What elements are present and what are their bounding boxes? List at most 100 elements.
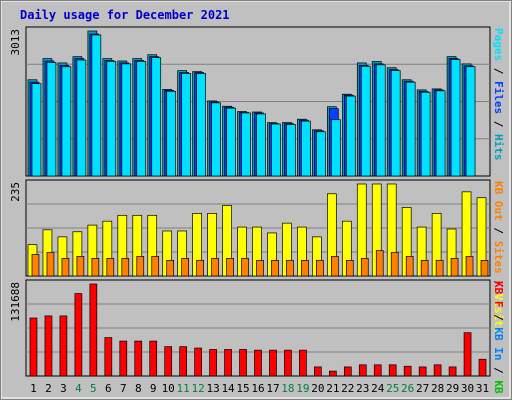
- bar-kbytes-day-23: [358, 364, 367, 377]
- bar-pages-day-2: [46, 62, 57, 177]
- bar-pages-day-3: [61, 66, 72, 177]
- bar-sites-day-13: [211, 258, 219, 277]
- legend-item-top-1: Pages: [492, 28, 505, 61]
- day-label-16: 16: [251, 382, 264, 395]
- bar-pages-day-19: [301, 120, 311, 177]
- bar-sites-day-24: [375, 250, 384, 277]
- legend-item-middle-4: /: [492, 274, 505, 294]
- bar-sites-day-28: [435, 259, 444, 277]
- bar-kbytes-day-2: [44, 315, 53, 377]
- bar-pages-day-9: [151, 57, 162, 177]
- max-label-middle: 235: [9, 182, 22, 202]
- day-label-20: 20: [311, 382, 324, 395]
- day-label-11: 11: [177, 382, 190, 395]
- bar-pages-day-21: [331, 119, 341, 177]
- legend-item-bottom-3: KB In: [492, 327, 505, 360]
- bar-sites-day-7: [121, 258, 130, 277]
- bar-sites-day-2: [46, 252, 55, 277]
- bar-pages-day-30: [465, 66, 476, 177]
- bar-pages-day-12: [196, 73, 206, 177]
- day-label-9: 9: [150, 382, 157, 395]
- legend-item-top-4: /: [492, 114, 505, 134]
- bar-kbytes-day-24: [373, 364, 382, 377]
- bar-sites-day-1: [31, 254, 40, 277]
- bar-sites-day-5: [91, 258, 100, 277]
- bar-pages-day-11: [181, 73, 191, 177]
- bar-kbytes-day-22: [343, 366, 352, 377]
- legend-item-bottom-1: KB F: [492, 281, 505, 308]
- bar-kbytes-day-9: [149, 340, 158, 377]
- bar-pages-day-16: [256, 113, 266, 177]
- legend-bottom: KB F / KB In / KB Out: [492, 281, 505, 400]
- max-label-top: 3013: [9, 29, 22, 56]
- day-label-19: 19: [296, 382, 309, 395]
- bar-sites-day-25: [390, 252, 399, 277]
- bar-kbytes-day-31: [478, 358, 487, 377]
- bar-pages-day-5: [91, 34, 102, 177]
- bar-sites-day-15: [241, 258, 249, 277]
- day-label-3: 3: [60, 382, 67, 395]
- day-label-5: 5: [90, 382, 97, 395]
- bar-pages-day-13: [211, 102, 221, 177]
- day-label-12: 12: [192, 382, 205, 395]
- day-label-18: 18: [281, 382, 294, 395]
- legend-item-bottom-2: /: [492, 308, 505, 328]
- bar-sites-day-21: [331, 256, 339, 277]
- day-label-2: 2: [45, 382, 52, 395]
- bar-pages-day-15: [241, 112, 251, 177]
- bar-sites-day-31: [480, 259, 489, 277]
- bar-pages-day-6: [106, 61, 117, 177]
- bar-kbytes-day-26: [403, 365, 412, 377]
- bar-pages-day-7: [121, 63, 132, 177]
- bar-sites-day-19: [301, 259, 309, 277]
- bar-pages-day-28: [435, 90, 446, 177]
- bar-pages-day-10: [166, 90, 177, 177]
- bar-kbytes-day-3: [59, 315, 68, 377]
- bar-kbytes-day-11: [179, 346, 187, 377]
- day-label-21: 21: [326, 382, 339, 395]
- legend-item-bottom-5: KB Out: [492, 380, 505, 400]
- bar-pages-day-18: [286, 124, 296, 177]
- bar-kbytes-day-4: [74, 293, 83, 377]
- bar-kbytes-day-15: [239, 349, 247, 377]
- bar-sites-day-11: [181, 258, 189, 277]
- bar-sites-day-17: [271, 259, 279, 277]
- day-label-26: 26: [401, 382, 414, 395]
- bar-kbytes-day-7: [119, 340, 128, 377]
- bar-pages-day-27: [420, 91, 431, 177]
- panel-kbytes: 131688 KB F / KB In / KB Out: [9, 279, 505, 400]
- bar-kbytes-day-17: [269, 349, 277, 377]
- bar-kbytes-day-14: [224, 349, 232, 377]
- legend-top: Pages / Files / Hits: [492, 28, 505, 161]
- bar-pages-day-4: [76, 59, 87, 177]
- bar-pages-day-24: [375, 64, 386, 177]
- bar-sites-day-6: [106, 258, 115, 277]
- legend-item-top-5: Hits: [492, 134, 505, 161]
- legend-item-top-3: Files: [492, 81, 505, 114]
- day-label-8: 8: [135, 382, 142, 395]
- day-label-30: 30: [461, 382, 474, 395]
- day-label-6: 6: [105, 382, 112, 395]
- day-label-15: 15: [236, 382, 249, 395]
- bar-pages-day-17: [271, 123, 281, 177]
- bar-pages-day-26: [405, 81, 416, 177]
- bar-sites-day-23: [360, 258, 369, 277]
- panel-hits-files-pages: 3013 Pages / Files / Hits: [9, 26, 505, 177]
- bar-sites-day-8: [136, 256, 145, 277]
- legend-item-middle-2: /: [492, 221, 505, 241]
- bar-kbytes-day-13: [209, 349, 217, 377]
- bar-sites-day-16: [256, 259, 264, 277]
- bar-kbytes-day-19: [299, 349, 307, 377]
- bar-sites-day-22: [345, 259, 354, 277]
- max-label-bottom: 131688: [9, 282, 22, 322]
- legend-middle: KB Out / Sites / Visits: [492, 181, 505, 333]
- day-label-28: 28: [431, 382, 444, 395]
- bar-pages-day-25: [390, 70, 401, 177]
- day-label-23: 23: [356, 382, 369, 395]
- bar-kbytes-day-29: [448, 366, 457, 377]
- bar-kbytes-day-20: [314, 366, 322, 377]
- bar-sites-day-30: [465, 256, 474, 277]
- bar-kbytes-day-18: [284, 349, 292, 377]
- bar-kbytes-day-16: [254, 349, 262, 377]
